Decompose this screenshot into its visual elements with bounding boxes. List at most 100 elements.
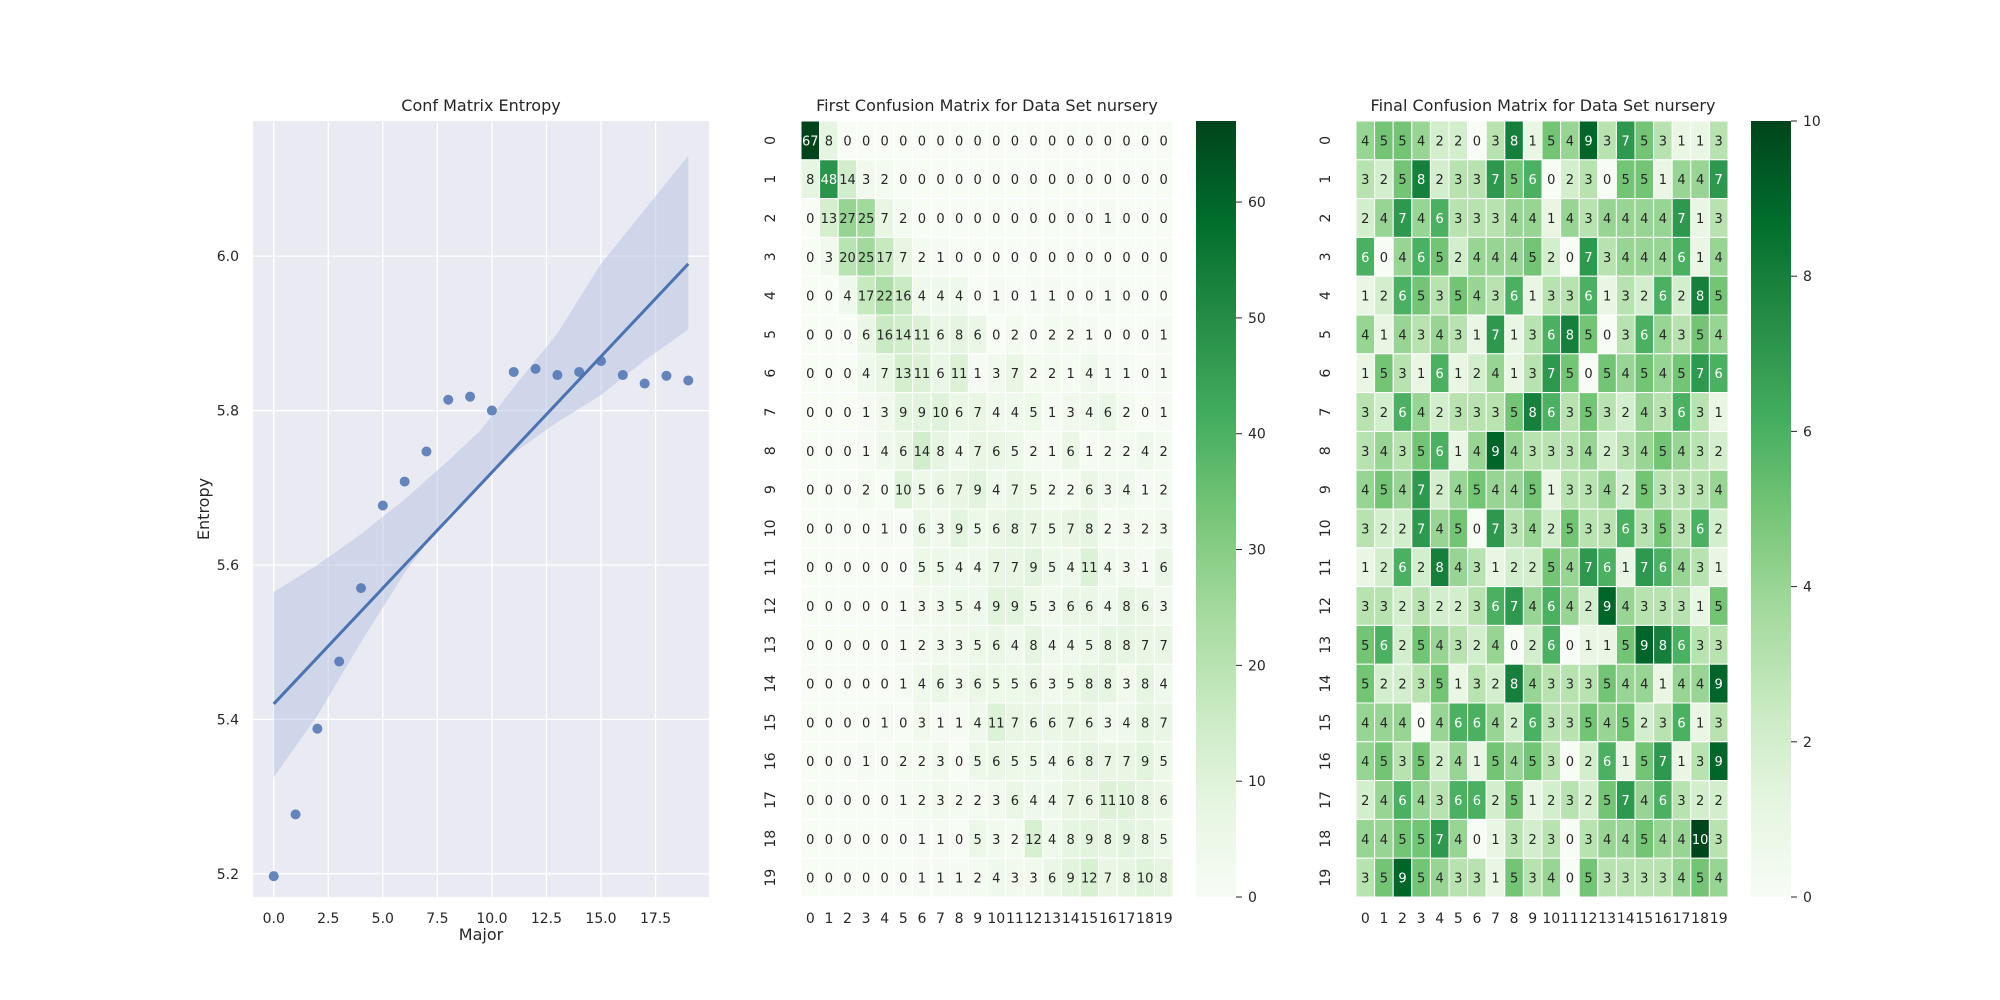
cell-value: 0 bbox=[974, 290, 982, 305]
cell-value: 3 bbox=[1398, 367, 1406, 382]
colorbar-scale bbox=[1751, 121, 1791, 897]
cell-value: 3 bbox=[1566, 484, 1574, 499]
cell-value: 3 bbox=[1566, 678, 1574, 693]
cell-value: 7 bbox=[1659, 755, 1667, 770]
cell-value: 1 bbox=[1696, 134, 1704, 149]
cell-value: 0 bbox=[806, 639, 814, 654]
cell-value: 2 bbox=[1640, 716, 1648, 731]
cell-value: 4 bbox=[1677, 872, 1685, 887]
cell-value: 4 bbox=[1380, 833, 1388, 848]
cell-value: 0 bbox=[955, 833, 963, 848]
cell-value: 9 bbox=[899, 406, 907, 421]
cell-value: 0 bbox=[862, 134, 870, 149]
cell-value: 1 bbox=[1491, 872, 1499, 887]
cell-value: 6 bbox=[1677, 716, 1685, 731]
cell-value: 1 bbox=[1048, 406, 1056, 421]
col-label: 6 bbox=[1472, 911, 1481, 927]
final-matrix-cells: 4 5 5 4 2 2 0 3 8 1 5 4 9 3 7 5 3 1 1 33 2 5 8 2 3 3 7 5 6 0 2 3 0 5 5 1 4 4 7… bbox=[1355, 120, 1729, 898]
cell-value: 3 bbox=[1584, 678, 1592, 693]
cell-value: 0 bbox=[1566, 755, 1574, 770]
cell-value: 4 bbox=[1622, 251, 1630, 266]
cell-value: 5 bbox=[1417, 755, 1425, 770]
cell-value: 2 bbox=[1048, 484, 1056, 499]
cell-value: 4 bbox=[1104, 600, 1112, 615]
row-label: 15 bbox=[1318, 713, 1334, 731]
cell-value: 0 bbox=[1011, 134, 1019, 149]
cell-value: 2 bbox=[1380, 561, 1388, 576]
entropy-y-axis-label: Entropy bbox=[194, 478, 213, 540]
cell-value: 4 bbox=[1622, 833, 1630, 848]
data-point bbox=[290, 809, 301, 820]
cell-value: 9 bbox=[974, 484, 982, 499]
cell-value: 0 bbox=[1566, 639, 1574, 654]
x-tick-label: 12.5 bbox=[531, 911, 562, 927]
cell-value: 5 bbox=[918, 484, 926, 499]
cell-value: 3 bbox=[1547, 833, 1555, 848]
cell-value: 0 bbox=[1085, 290, 1093, 305]
col-label: 0 bbox=[806, 911, 815, 927]
cell-value: 0 bbox=[899, 522, 907, 537]
cell-value: 8 bbox=[1510, 134, 1518, 149]
col-label: 13 bbox=[1598, 911, 1616, 927]
cell-value: 1 bbox=[936, 251, 944, 266]
cell-value: 3 bbox=[1696, 484, 1704, 499]
row-label: 2 bbox=[1318, 214, 1334, 223]
cell-value: 6 bbox=[1603, 755, 1611, 770]
cell-value: 4 bbox=[1510, 212, 1518, 227]
cell-value: 6 bbox=[899, 445, 907, 460]
cell-value: 3 bbox=[936, 639, 944, 654]
cell-value: 0 bbox=[862, 522, 870, 537]
cell-value: 3 bbox=[1547, 716, 1555, 731]
cell-value: 6 bbox=[1048, 872, 1056, 887]
cell-value: 5 bbox=[1529, 484, 1537, 499]
cell-value: 4 bbox=[1529, 678, 1537, 693]
cell-value: 1 bbox=[1473, 755, 1481, 770]
cell-value: 4 bbox=[1603, 212, 1611, 227]
cell-value: 9 bbox=[1640, 639, 1648, 654]
cell-value: 5 bbox=[1566, 522, 1574, 537]
cell-value: 0 bbox=[918, 134, 926, 149]
cell-value: 5 bbox=[1029, 406, 1037, 421]
cell-value: 4 bbox=[1566, 134, 1574, 149]
cell-value: 4 bbox=[974, 716, 982, 731]
cell-value: 7 bbox=[899, 251, 907, 266]
cell-value: 2 bbox=[1566, 173, 1574, 188]
cell-value: 4 bbox=[1398, 251, 1406, 266]
cell-value: 4 bbox=[1659, 251, 1667, 266]
col-label: 18 bbox=[1691, 911, 1709, 927]
cell-value: 2 bbox=[899, 212, 907, 227]
cell-value: 5 bbox=[1622, 716, 1630, 731]
row-label: 4 bbox=[763, 291, 779, 300]
cell-value: 0 bbox=[806, 367, 814, 382]
cell-value: 2 bbox=[974, 872, 982, 887]
cell-value: 5 bbox=[1547, 134, 1555, 149]
col-label: 13 bbox=[1043, 911, 1061, 927]
cell-value: 7 bbox=[1547, 367, 1555, 382]
cell-value: 0 bbox=[1160, 134, 1168, 149]
cell-value: 2 bbox=[1011, 833, 1019, 848]
cell-value: 0 bbox=[955, 212, 963, 227]
cell-value: 3 bbox=[1659, 134, 1667, 149]
cell-value: 2 bbox=[1029, 367, 1037, 382]
colorbar-tick-label: 2 bbox=[1803, 735, 1812, 751]
cell-value: 1 bbox=[1622, 561, 1630, 576]
cell-value: 0 bbox=[1141, 212, 1149, 227]
cell-value: 4 bbox=[1085, 367, 1093, 382]
cell-value: 4 bbox=[1454, 833, 1462, 848]
cell-value: 3 bbox=[1659, 600, 1667, 615]
cell-value: 8 bbox=[1011, 522, 1019, 537]
row-label: 19 bbox=[1318, 869, 1334, 887]
cell-value: 4 bbox=[955, 561, 963, 576]
cell-value: 2 bbox=[1715, 445, 1723, 460]
cell-value: 4 bbox=[1491, 367, 1499, 382]
cell-value: 5 bbox=[1603, 367, 1611, 382]
col-label: 15 bbox=[1635, 911, 1653, 927]
cell-value: 7 bbox=[1011, 367, 1019, 382]
cell-value: 6 bbox=[1436, 212, 1444, 227]
cell-value: 5 bbox=[1640, 833, 1648, 848]
cell-value: 5 bbox=[1622, 639, 1630, 654]
row-label: 7 bbox=[763, 408, 779, 417]
data-point bbox=[334, 656, 345, 667]
cell-value: 6 bbox=[1547, 600, 1555, 615]
